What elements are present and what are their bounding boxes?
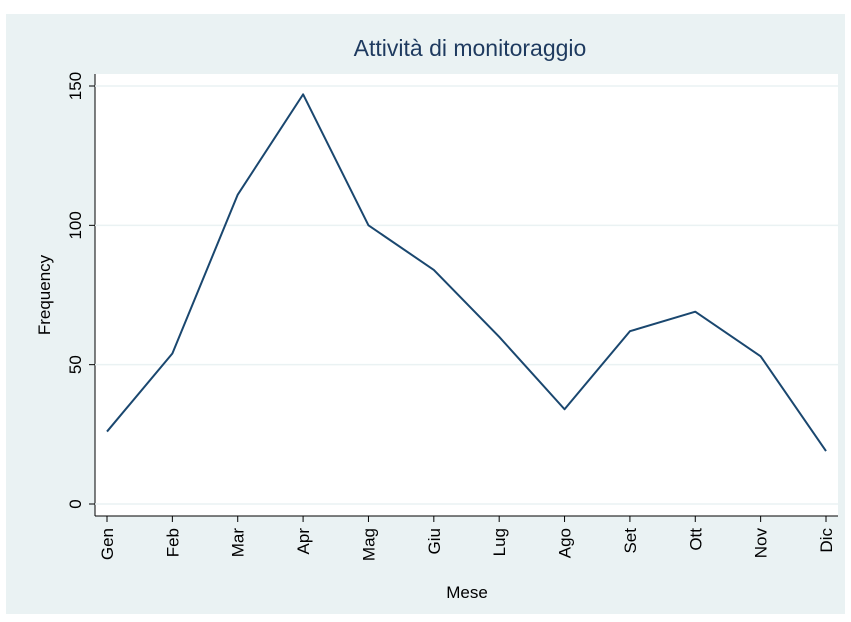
- x-tick-label: Lug: [490, 528, 509, 556]
- y-tick-label: 100: [66, 211, 85, 239]
- x-axis-title: Mese: [446, 583, 488, 602]
- data-line: [106, 93, 827, 452]
- y-tick-label: 150: [66, 72, 85, 100]
- x-tick-label: Feb: [163, 528, 182, 557]
- x-tick-label: Apr: [294, 528, 313, 555]
- x-tick-label: Ago: [556, 528, 575, 558]
- y-tick-label: 50: [66, 355, 85, 374]
- plot-area: [95, 74, 838, 516]
- x-tick-label: Mar: [229, 528, 248, 558]
- chart-title: Attività di monitoraggio: [354, 35, 587, 61]
- x-tick-label: Dic: [817, 528, 836, 553]
- x-tick-label: Mag: [359, 528, 378, 561]
- y-tick-label: 0: [66, 499, 85, 508]
- y-axis-title: Frequency: [35, 254, 54, 335]
- x-tick-label: Gen: [98, 528, 117, 560]
- x-tick-label: Ott: [686, 528, 705, 551]
- x-tick-label: Set: [621, 528, 640, 554]
- x-tick-label: Giu: [425, 528, 444, 554]
- x-tick-label: Nov: [752, 528, 771, 559]
